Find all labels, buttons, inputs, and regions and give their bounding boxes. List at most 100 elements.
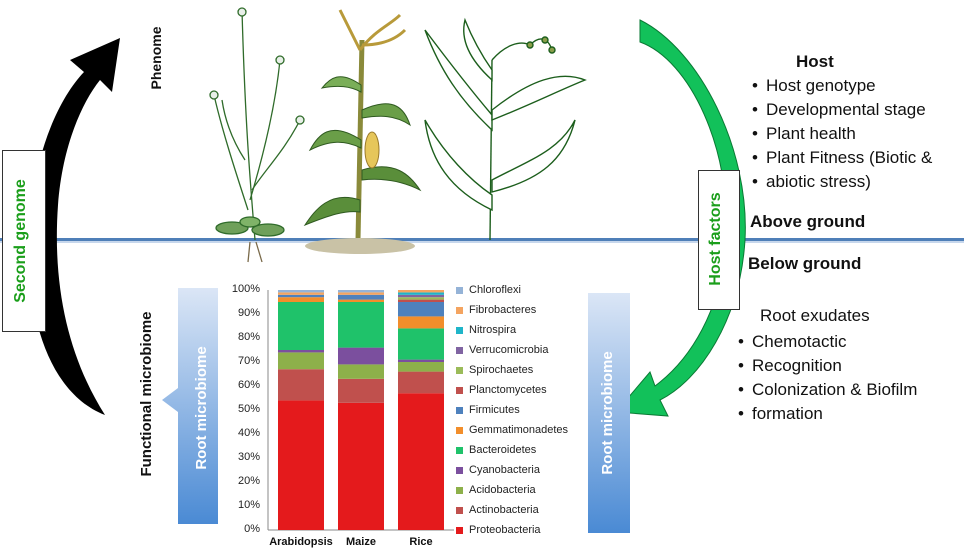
y-tick-label: 80% — [237, 331, 260, 343]
second-genome-arrow — [28, 38, 120, 415]
legend-label: Fibrobacteres — [469, 304, 537, 316]
bar-segment — [398, 328, 444, 360]
bar-segment — [338, 292, 384, 295]
legend-swatch — [456, 346, 463, 354]
bar-segment — [278, 350, 324, 353]
host-list: Host genotype Developmental stage Plant … — [752, 74, 964, 194]
host-item: Developmental stage — [752, 98, 964, 122]
legend-swatch — [456, 286, 463, 294]
legend-label: Bacteroidetes — [469, 444, 537, 456]
legend-item: Chloroflexi — [456, 284, 521, 298]
legend-item: Fibrobacteres — [456, 304, 536, 318]
chart-legend: Chloroflexi Fibrobacteres Nitrospira Verruc… — [456, 284, 586, 536]
legend-swatch — [456, 446, 463, 454]
legend-item: Bacteroidetes — [456, 444, 536, 458]
host-factors-box — [698, 170, 740, 310]
y-tick-label: 10% — [237, 499, 260, 511]
bar-segment — [398, 362, 444, 372]
y-tick-label: 20% — [237, 475, 260, 487]
bar-segment — [338, 302, 384, 348]
bar-segment — [338, 364, 384, 379]
legend-item: Verrucomicrobia — [456, 344, 548, 358]
bar-segment — [338, 378, 384, 403]
root-microbiome-right-box — [588, 293, 630, 533]
root-microbiome-left-label: Root microbiome — [193, 346, 210, 470]
exudate-item: Chemotactic — [738, 330, 964, 354]
host-title: Host — [796, 52, 834, 71]
y-tick-label: 60% — [237, 379, 260, 391]
bar-segment — [338, 290, 384, 293]
legend-label: Actinobacteria — [469, 504, 539, 516]
below-ground-label: Below ground — [748, 254, 862, 273]
bar-segment — [278, 302, 324, 350]
bar-segment — [398, 297, 444, 300]
rice-illustration — [424, 17, 587, 241]
exudate-item: formation — [738, 402, 964, 426]
legend-label: Nitrospira — [469, 324, 517, 336]
y-tick-label: 0% — [244, 523, 260, 535]
x-axis-ticks: Arabidopsis Maize Rice — [264, 536, 464, 550]
root-microbiome-right-label: Root microbiome — [599, 351, 616, 475]
legend-label: Gemmatimonadetes — [469, 424, 569, 436]
ground-line — [0, 238, 964, 241]
bar-segment — [398, 371, 444, 394]
legend-item: Gemmatimonadetes — [456, 424, 568, 438]
legend-item: Actinobacteria — [456, 504, 539, 518]
legend-item: Spirochaetes — [456, 364, 533, 378]
phenome-label: Phenome — [148, 26, 164, 90]
host-item: Host genotype — [752, 74, 964, 98]
legend-swatch — [456, 326, 463, 334]
legend-swatch — [456, 526, 463, 534]
x-tick-label: Rice — [409, 536, 433, 548]
root-microbiome-left-arrow — [162, 288, 218, 524]
functional-microbiome-label: Functional microbiome — [138, 311, 155, 477]
y-tick-label: 100% — [231, 283, 260, 295]
bar-segment — [398, 294, 444, 298]
legend-label: Firmicutes — [469, 404, 520, 416]
bar-segment — [338, 347, 384, 365]
exudate-item: Recognition — [738, 354, 964, 378]
legend-item: Acidobacteria — [456, 484, 536, 498]
bar-segment — [338, 299, 384, 302]
stacked-bar-chart — [267, 290, 454, 531]
y-tick-label: 50% — [237, 403, 260, 415]
bar-segment — [278, 352, 324, 370]
x-tick-label: Maize — [346, 536, 376, 548]
bar-segment — [338, 294, 384, 300]
host-factors-arrow — [614, 19, 746, 417]
host-item: Plant Fitness (Biotic & — [752, 146, 964, 170]
legend-item: Cyanobacteria — [456, 464, 540, 478]
bar-segment — [398, 316, 444, 329]
bar-segment — [278, 294, 324, 298]
legend-label: Acidobacteria — [469, 484, 536, 496]
legend-item: Nitrospira — [456, 324, 516, 338]
bar-segment — [398, 292, 444, 295]
legend-swatch — [456, 486, 463, 494]
y-tick-label: 40% — [237, 427, 260, 439]
legend-item: Planctomycetes — [456, 384, 547, 398]
exudate-item: Colonization & Biofilm — [738, 378, 964, 402]
root-exudates-list: Chemotactic Recognition Colonization & B… — [738, 330, 964, 426]
bar-segment — [398, 393, 444, 530]
bar-segment — [338, 402, 384, 530]
arabidopsis-illustration — [209, 7, 305, 263]
above-ground-label: Above ground — [750, 212, 866, 231]
host-item: abiotic stress) — [752, 170, 964, 194]
bar-segment — [398, 302, 444, 317]
ground-line-shadow — [0, 241, 964, 243]
legend-swatch — [456, 386, 463, 394]
second-genome-label: Second genome — [12, 179, 29, 303]
legend-swatch — [456, 406, 463, 414]
bar-segment — [278, 297, 324, 302]
y-tick-label: 30% — [237, 451, 260, 463]
legend-item: Proteobacteria — [456, 524, 541, 538]
legend-label: Verrucomicrobia — [469, 344, 549, 356]
bar-segment — [398, 299, 444, 302]
bar-segment — [278, 400, 324, 530]
host-factors-label: Host factors — [707, 192, 724, 286]
bar-segment — [278, 290, 324, 293]
legend-label: Planctomycetes — [469, 384, 547, 396]
legend-item: Firmicutes — [456, 404, 520, 418]
bar-segment — [398, 359, 444, 362]
